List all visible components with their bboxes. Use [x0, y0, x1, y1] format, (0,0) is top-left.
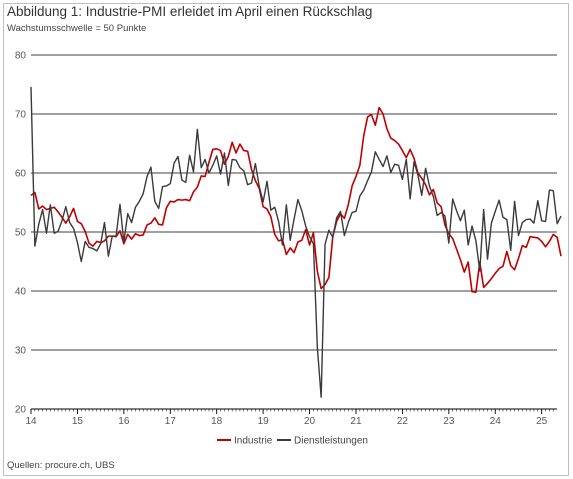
x-tick-label-24: 24 [490, 416, 502, 427]
x-tick-label-14: 14 [25, 416, 37, 427]
series-line-industrie [30, 106, 562, 293]
y-tick-label-70: 70 [15, 110, 27, 121]
x-tick-label-17: 17 [165, 416, 177, 427]
x-tick-label-18: 18 [211, 416, 223, 427]
y-tick-label-60: 60 [15, 169, 27, 180]
series-line-dienstleistungen [30, 86, 562, 398]
x-tick-label-22: 22 [397, 416, 409, 427]
legend: Industrie Dienstleistungen [217, 436, 368, 447]
legend-label-industrie: Industrie [234, 436, 273, 447]
x-axis: 14 15 16 17 18 19 20 21 22 23 24 25 [25, 408, 557, 427]
legend-label-dienstleistungen: Dienstleistungen [294, 436, 368, 447]
source-note: Quellen: procure.ch, UBS [7, 460, 115, 471]
x-tick-label-25: 25 [536, 416, 548, 427]
y-tick-label-80: 80 [15, 51, 27, 62]
chart-title: Abbildung 1: Industrie-PMI erleidet im A… [7, 4, 373, 19]
y-tick-label-40: 40 [15, 287, 27, 298]
chart-subtitle: Wachstumsschwelle = 50 Punkte [7, 23, 147, 34]
y-tick-label-50: 50 [15, 228, 27, 239]
y-tick-label-20: 20 [15, 405, 27, 416]
x-tick-label-19: 19 [258, 416, 270, 427]
gridlines [31, 54, 557, 351]
y-axis-ticks: 20 30 40 50 60 70 80 [15, 51, 27, 416]
series-lines [30, 86, 562, 398]
x-tick-label-15: 15 [72, 416, 84, 427]
x-tick-label-21: 21 [350, 416, 362, 427]
y-tick-label-30: 30 [15, 346, 27, 357]
x-tick-label-20: 20 [304, 416, 316, 427]
x-tick-label-23: 23 [443, 416, 455, 427]
x-tick-label-16: 16 [118, 416, 130, 427]
